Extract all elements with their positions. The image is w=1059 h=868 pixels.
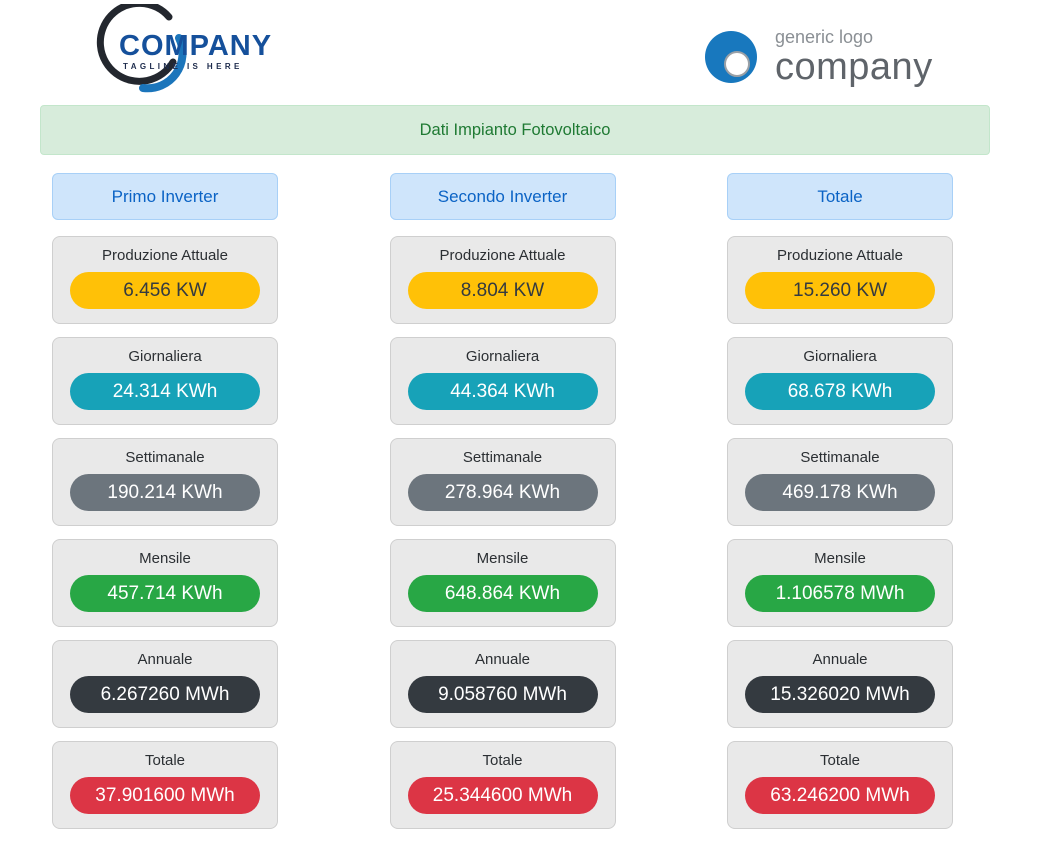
company-logo-left: COMPANY TAGLINE IS HERE bbox=[93, 4, 308, 99]
metric-value-pill: 25.344600 MWh bbox=[407, 777, 598, 814]
column-header-primo-inverter: Primo Inverter bbox=[52, 173, 278, 220]
metric-label: Annuale bbox=[812, 651, 868, 668]
metric-value-pill: 8.804 KW bbox=[407, 272, 598, 309]
metric-card-mensile: Mensile 1.106578 MWh bbox=[727, 539, 953, 627]
metric-label: Totale bbox=[144, 752, 186, 769]
column-header-secondo-inverter: Secondo Inverter bbox=[389, 173, 616, 220]
inverter-columns: Primo Inverter Produzione Attuale 6.456 … bbox=[52, 173, 953, 842]
metric-value-pill: 68.678 KWh bbox=[745, 373, 935, 410]
logo-company-name: COMPANY bbox=[119, 30, 273, 62]
column-primo-inverter: Primo Inverter Produzione Attuale 6.456 … bbox=[52, 173, 278, 842]
metric-value-pill: 15.326020 MWh bbox=[745, 676, 935, 713]
metric-card-totale: Totale 63.246200 MWh bbox=[727, 741, 953, 829]
metric-card-totale: Totale 37.901600 MWh bbox=[52, 741, 278, 829]
metric-card-giornaliera: Giornaliera 44.364 KWh bbox=[389, 337, 616, 425]
metric-value-pill: 190.214 KWh bbox=[70, 474, 260, 511]
metric-card-annuale: Annuale 9.058760 MWh bbox=[389, 640, 616, 728]
metric-card-mensile: Mensile 457.714 KWh bbox=[52, 539, 278, 627]
metric-label: Giornaliera bbox=[803, 348, 877, 365]
metric-label: Mensile bbox=[476, 550, 529, 567]
metric-card-annuale: Annuale 6.267260 MWh bbox=[52, 640, 278, 728]
metric-label: Produzione Attuale bbox=[102, 247, 228, 264]
logo-wordmark: generic logo company bbox=[775, 27, 933, 88]
metric-label: Annuale bbox=[474, 651, 531, 668]
metric-card-totale: Totale 25.344600 MWh bbox=[389, 741, 616, 829]
logo-line-generic: generic logo bbox=[775, 27, 874, 47]
metric-card-giornaliera: Giornaliera 68.678 KWh bbox=[727, 337, 953, 425]
metric-value-pill: 9.058760 MWh bbox=[407, 676, 598, 713]
metric-value-pill: 457.714 KWh bbox=[70, 575, 260, 612]
generic-logo-right: generic logo company bbox=[703, 27, 933, 88]
logo-tagline: TAGLINE IS HERE bbox=[123, 62, 243, 71]
metric-label: Settimanale bbox=[800, 449, 880, 466]
metric-value-pill: 6.267260 MWh bbox=[70, 676, 260, 713]
column-totale: Totale Produzione Attuale 15.260 KW Gior… bbox=[727, 173, 953, 842]
metric-label: Annuale bbox=[137, 651, 193, 668]
metric-card-settimanale: Settimanale 278.964 KWh bbox=[389, 438, 616, 526]
metric-label: Produzione Attuale bbox=[777, 247, 903, 264]
metric-label: Settimanale bbox=[125, 449, 205, 466]
logo-line-company: company bbox=[775, 45, 933, 88]
page-title-banner: Dati Impianto Fotovoltaico bbox=[40, 105, 990, 155]
metric-card-produzione-attuale: Produzione Attuale 8.804 KW bbox=[389, 236, 616, 324]
metric-card-annuale: Annuale 15.326020 MWh bbox=[727, 640, 953, 728]
metric-card-produzione-attuale: Produzione Attuale 15.260 KW bbox=[727, 236, 953, 324]
metric-label: Mensile bbox=[139, 550, 191, 567]
metric-label: Totale bbox=[819, 752, 861, 769]
metric-value-pill: 15.260 KW bbox=[745, 272, 935, 309]
metric-card-mensile: Mensile 648.864 KWh bbox=[389, 539, 616, 627]
metric-card-giornaliera: Giornaliera 24.314 KWh bbox=[52, 337, 278, 425]
metric-card-settimanale: Settimanale 469.178 KWh bbox=[727, 438, 953, 526]
metric-value-pill: 63.246200 MWh bbox=[745, 777, 935, 814]
metric-label: Mensile bbox=[814, 550, 866, 567]
column-header-totale: Totale bbox=[727, 173, 953, 220]
metric-value-pill: 6.456 KW bbox=[70, 272, 260, 309]
metric-label: Produzione Attuale bbox=[439, 247, 566, 264]
metric-value-pill: 24.314 KWh bbox=[70, 373, 260, 410]
metric-card-produzione-attuale: Produzione Attuale 6.456 KW bbox=[52, 236, 278, 324]
metric-value-pill: 1.106578 MWh bbox=[745, 575, 935, 612]
metric-card-settimanale: Settimanale 190.214 KWh bbox=[52, 438, 278, 526]
metric-label: Settimanale bbox=[462, 449, 543, 466]
metric-label: Totale bbox=[482, 752, 523, 769]
column-secondo-inverter: Secondo Inverter Produzione Attuale 8.80… bbox=[389, 173, 616, 842]
blue-circle-icon bbox=[703, 27, 763, 87]
metric-label: Giornaliera bbox=[465, 348, 540, 365]
metric-value-pill: 37.901600 MWh bbox=[70, 777, 260, 814]
metric-value-pill: 648.864 KWh bbox=[407, 575, 598, 612]
metric-value-pill: 469.178 KWh bbox=[745, 474, 935, 511]
metric-label: Giornaliera bbox=[128, 348, 202, 365]
metric-value-pill: 44.364 KWh bbox=[407, 373, 598, 410]
metric-value-pill: 278.964 KWh bbox=[407, 474, 598, 511]
